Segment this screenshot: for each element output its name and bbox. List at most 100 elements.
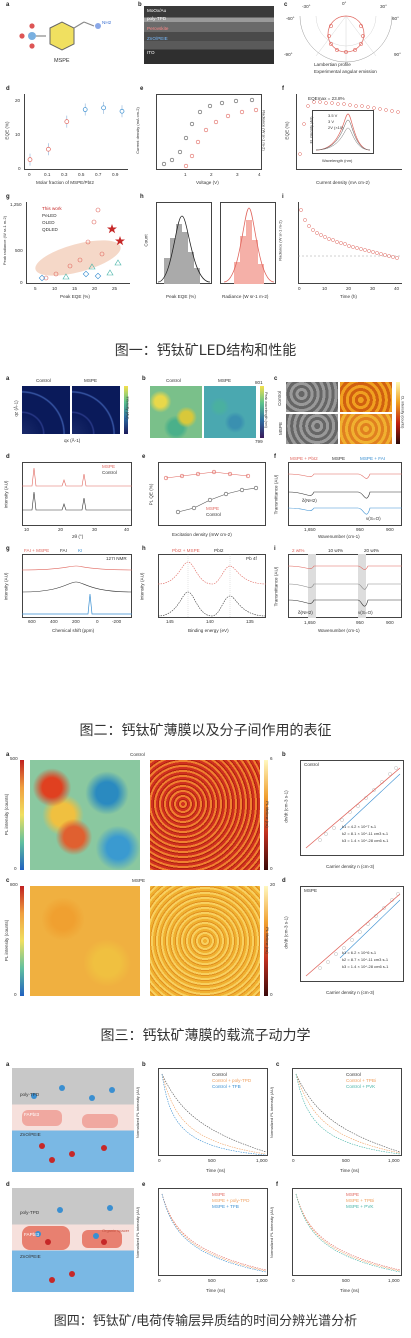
x-label: Excitation density (mW cm-2) <box>172 532 232 537</box>
axis-frame <box>300 760 404 856</box>
panel-4c: c Control Control + TPBi Control + PVK N… <box>269 1062 408 1178</box>
x-label: Wavenumber (cm-1) <box>318 534 360 539</box>
x-tick: 1,000 <box>388 1278 400 1283</box>
cbar-min: 0 <box>14 866 17 871</box>
panel-3a: a Control 500 0 6 0 PL intensity (counts… <box>4 752 276 874</box>
cbar-label: PL intensity (counts) <box>4 793 10 836</box>
angle-tick: 30° <box>380 4 387 9</box>
caption-fig1: 图一：钙钛矿LED结构和性能 <box>114 343 297 359</box>
k2: k2 = 8.7 × 10^-11 cm3 s-1 <box>342 957 389 962</box>
layer-label: poly-TPD <box>147 16 167 21</box>
panel-2a: a Control MSPE qx (Å-1) qz (Å-1) Intensi… <box>6 376 138 448</box>
y-label: Peak radiance (W sr-1 m-2) <box>2 215 8 266</box>
x-tick: 3 <box>236 172 239 177</box>
x-tick: 0 <box>158 1158 161 1163</box>
x-label: Time (ns) <box>206 1168 226 1173</box>
panel-label: f <box>274 454 276 460</box>
panel-label: e <box>140 86 144 92</box>
axis-frame <box>158 1068 268 1156</box>
x-tick: 950 <box>356 620 364 625</box>
legend: MSPE + TFB <box>212 1204 239 1209</box>
legend: FAI + MSPE <box>24 548 50 553</box>
cbar-min: 0 <box>14 992 17 997</box>
layer-label: FAPbI3 <box>24 1232 40 1237</box>
data-point <box>27 157 33 162</box>
panel-label: a <box>6 376 10 382</box>
pl-map-control <box>150 386 202 438</box>
y-label: Intensity (AU) <box>3 572 9 601</box>
panel-1d: d EQE (%) Molar fraction of MSPE/PbI2 0 … <box>5 86 134 188</box>
xrd-patterns <box>22 467 132 511</box>
x-tick: 500 <box>342 1278 350 1283</box>
x-tick: 1,000 <box>388 1158 400 1163</box>
colorbar-right <box>264 886 268 996</box>
sem-control <box>286 382 338 412</box>
legend: MSPE + PVK <box>346 1204 374 1209</box>
panel-4a: a poly-TPD FAPbI3 ZnO/PEIE <box>6 1062 136 1178</box>
legend-control: Control <box>102 470 117 475</box>
x-label: Time (ns) <box>206 1288 226 1293</box>
panel-label: d <box>6 1182 10 1188</box>
legend-oled: OLED <box>42 220 55 225</box>
layer-label: poly-TPD <box>20 1210 40 1215</box>
layer-label: Perovskite <box>147 26 169 31</box>
trpl-decay <box>295 1073 401 1155</box>
legend-lambertian: Lambertian profile <box>314 62 351 67</box>
recombination-plot <box>305 766 401 849</box>
axis-frame <box>292 1188 402 1276</box>
figure-2: a Control MSPE qx (Å-1) qz (Å-1) Intensi… <box>0 376 411 716</box>
x-tick: 0 <box>28 172 31 177</box>
y-tick: 0 <box>20 280 23 285</box>
giwaxs-control <box>22 386 70 434</box>
k3: k3 = 1.4 × 10^-28 cm6 s-1 <box>342 964 389 969</box>
inset-legend: 2V (×10) <box>328 125 344 130</box>
legend: MSPE + FAI <box>360 456 386 461</box>
pl-lifetime-map <box>150 886 260 996</box>
y-label: Normalized PL intensity (AU) <box>269 1206 275 1259</box>
axis-frame <box>158 554 266 618</box>
map-title: MSPE <box>132 878 146 883</box>
x-label: Carrier density n (cm-3) <box>326 990 375 995</box>
legend: 2 wt% <box>292 548 305 553</box>
cbar-label: PL lifetime (ns) <box>264 801 270 828</box>
x-tick: 1,000 <box>256 1158 268 1163</box>
angle-tick: -90° <box>284 52 293 57</box>
el-inset <box>312 110 374 154</box>
panel-1f: f EQEmax = 23.8% 3.5 V 3 V 2V (×10) Wave… <box>282 86 408 188</box>
pl-lifetime-map <box>150 760 260 870</box>
legend: MSPE <box>212 1192 226 1197</box>
x-label: Time (h) <box>340 294 357 299</box>
map-title: Control <box>166 378 181 383</box>
axis-frame <box>292 1068 402 1156</box>
x-label: Carrier density n (cm-3) <box>326 864 375 869</box>
nmr-spectra <box>21 565 133 615</box>
x-tick: 10 <box>24 527 30 532</box>
x-label: Peak EQE (%) <box>60 294 90 299</box>
panel-label: b <box>142 1062 146 1068</box>
ftir-concentration <box>287 554 402 618</box>
axis-frame <box>298 202 402 284</box>
map-title: Control <box>130 752 145 757</box>
cbar-max: 6 <box>270 756 273 761</box>
panel-1b: b MoOx/Au poly-TPD Perovskite ZnO/PEIE I… <box>138 2 278 82</box>
y-label: dn/dt (cm-3 s-1) <box>283 790 289 823</box>
axis-frame <box>158 462 266 526</box>
panel-1i: i Radiance (W sr-1 m-2) Time (h) 0 10 20… <box>278 194 408 302</box>
note-so: ν(S=O) <box>366 516 381 521</box>
stability-curve <box>298 208 402 260</box>
benchmark-scatter <box>35 207 125 282</box>
plqe-curves <box>163 469 259 515</box>
x-label: Time (ns) <box>340 1288 360 1293</box>
panel-2d: d MSPE Control Intensity (AU) 2θ (°) 10 … <box>3 454 138 542</box>
panel-label: a <box>6 1062 10 1068</box>
x-label: Wavenumber (cm-1) <box>318 628 360 633</box>
axis-frame <box>300 886 404 982</box>
axis-frame <box>24 94 128 170</box>
y-label-left: Current density (mA cm-2) <box>134 107 140 154</box>
x-tick: 0.3 <box>61 172 68 177</box>
colorbar-left <box>20 886 24 996</box>
giwaxs-mspe <box>72 386 120 434</box>
x-tick: 950 <box>356 527 364 532</box>
panel-label: c <box>284 2 288 8</box>
legend: MSPE <box>346 1192 360 1197</box>
